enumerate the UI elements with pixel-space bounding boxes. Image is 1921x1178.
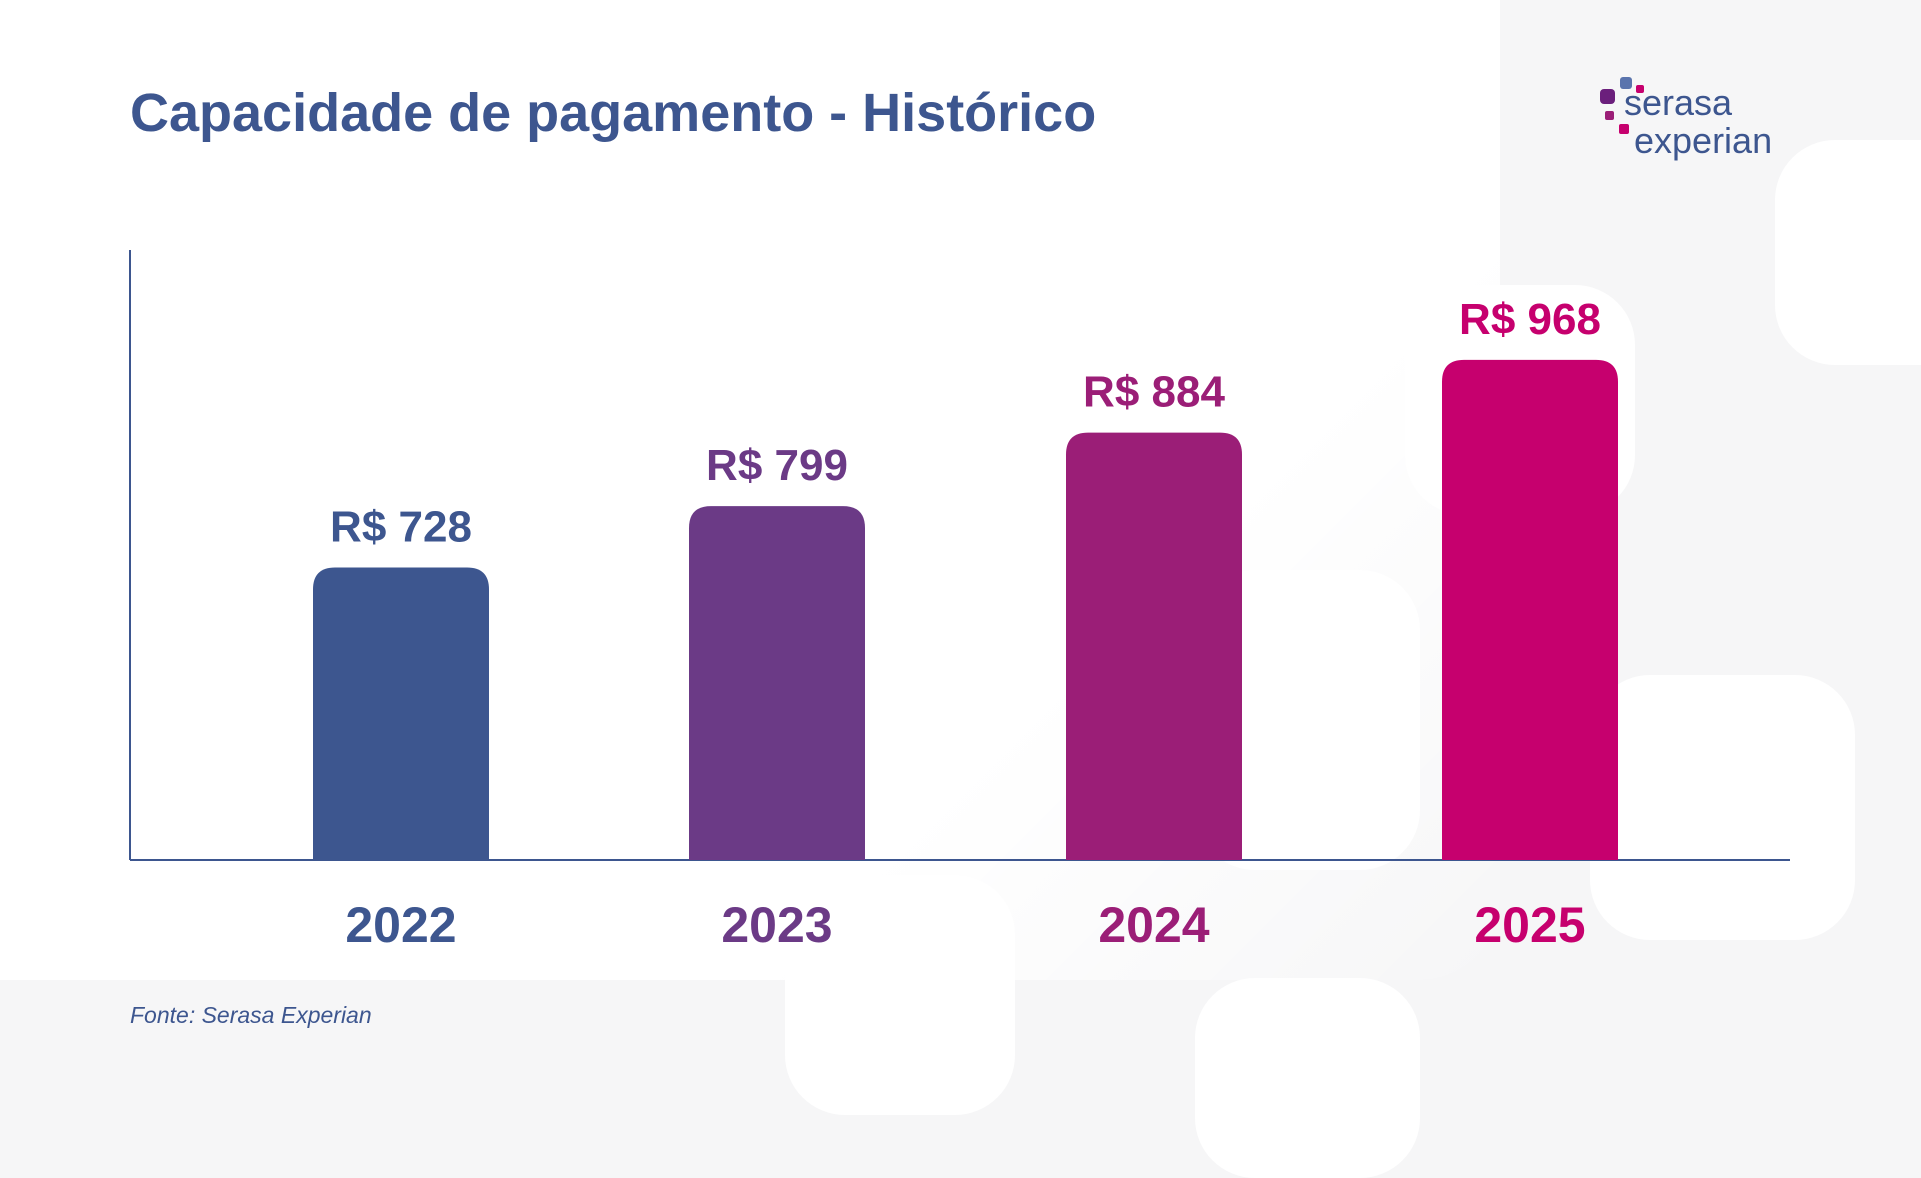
x-tick-label: 2023	[721, 897, 832, 953]
data-label: R$ 968	[1459, 295, 1601, 344]
x-tick-label: 2025	[1474, 897, 1585, 953]
x-tick-label: 2022	[345, 897, 456, 953]
decor-shape	[1775, 140, 1921, 365]
data-label: R$ 884	[1083, 368, 1225, 417]
bar-2023	[689, 506, 865, 860]
data-label: R$ 728	[330, 503, 472, 552]
bar-chart: R$ 728 2022 R$ 799 2023 R$ 884 2024 R$ 968 2025	[129, 250, 1790, 953]
bar-2022	[313, 567, 489, 860]
serasa-experian-logo: serasa experian	[1600, 77, 1772, 161]
svg-text:experian: experian	[1634, 120, 1772, 161]
bar-2024	[1066, 432, 1242, 860]
bar-2025	[1442, 359, 1618, 860]
data-label: R$ 799	[706, 441, 848, 490]
x-tick-label: 2024	[1098, 897, 1209, 953]
svg-text:serasa: serasa	[1624, 82, 1733, 123]
decor-shape	[1590, 675, 1855, 940]
chart-title: Capacidade de pagamento - Histórico	[130, 83, 1097, 143]
source-note: Fonte: Serasa Experian	[130, 1002, 372, 1028]
